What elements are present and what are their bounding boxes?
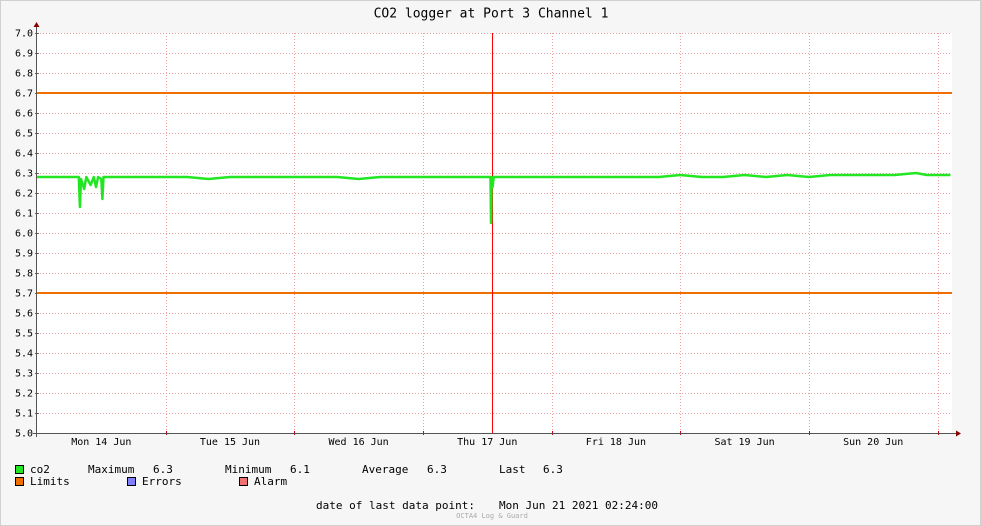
y-tick-label: 6.4 bbox=[15, 149, 33, 160]
y-tick-label: 6.1 bbox=[15, 209, 33, 220]
y-tick-label: 5.0 bbox=[15, 429, 33, 440]
y-tick-label: 5.9 bbox=[15, 249, 33, 260]
y-tick-label: 5.2 bbox=[15, 389, 33, 400]
y-tick-label: 5.8 bbox=[15, 269, 33, 280]
y-tick-label: 6.7 bbox=[15, 89, 33, 100]
chart-title: CO2 logger at Port 3 Channel 1 bbox=[374, 7, 609, 22]
y-tick-label: 5.6 bbox=[15, 309, 33, 320]
stat-value: 6.1 bbox=[290, 463, 310, 476]
y-tick-label: 7.0 bbox=[15, 29, 33, 40]
stat-label: Maximum bbox=[88, 463, 135, 476]
y-tick-label: 6.2 bbox=[15, 189, 33, 200]
x-tick-label: Wed 16 Jun bbox=[329, 437, 389, 448]
legend-swatch bbox=[127, 477, 136, 486]
legend-label: Alarm bbox=[254, 475, 287, 488]
x-axis-arrow bbox=[956, 430, 961, 437]
y-tick-label: 6.3 bbox=[15, 169, 33, 180]
legend-label: Errors bbox=[142, 475, 182, 488]
legend-swatch bbox=[15, 477, 24, 486]
watermark: OCTA4 Log & Guard bbox=[456, 512, 528, 520]
y-tick-label: 6.6 bbox=[15, 109, 33, 120]
x-tick-label: Tue 15 Jun bbox=[200, 437, 260, 448]
y-tick-label: 6.9 bbox=[15, 49, 33, 60]
stat-value: 6.3 bbox=[153, 463, 173, 476]
y-tick-label: 5.4 bbox=[15, 349, 33, 360]
legend-swatch bbox=[15, 465, 24, 474]
y-tick-label: 5.5 bbox=[15, 329, 33, 340]
y-tick-label: 6.0 bbox=[15, 229, 33, 240]
stat-value: 6.3 bbox=[427, 463, 447, 476]
stat-label: Minimum bbox=[225, 463, 272, 476]
legend-swatch bbox=[239, 477, 248, 486]
x-tick-label: Sun 20 Jun bbox=[843, 437, 903, 448]
stat-value: 6.3 bbox=[543, 463, 563, 476]
y-tick-label: 5.7 bbox=[15, 289, 33, 300]
y-tick-label: 5.1 bbox=[15, 409, 33, 420]
stat-label: Last bbox=[499, 463, 526, 476]
y-axis-arrow bbox=[33, 22, 40, 27]
footer-label: date of last data point: bbox=[316, 499, 475, 512]
x-tick-label: Sat 19 Jun bbox=[714, 437, 774, 448]
legend-label: co2 bbox=[30, 463, 50, 476]
legend-label: Limits bbox=[30, 475, 70, 488]
footer-value: Mon Jun 21 2021 02:24:00 bbox=[499, 499, 658, 512]
x-tick-label: Thu 17 Jun bbox=[457, 437, 517, 448]
y-tick-label: 5.3 bbox=[15, 369, 33, 380]
x-tick-label: Mon 14 Jun bbox=[71, 437, 131, 448]
series-line bbox=[37, 171, 951, 225]
stat-label: Average bbox=[362, 463, 408, 476]
y-tick-label: 6.5 bbox=[15, 129, 33, 140]
y-tick-label: 6.8 bbox=[15, 69, 33, 80]
x-tick-label: Fri 18 Jun bbox=[586, 437, 646, 448]
